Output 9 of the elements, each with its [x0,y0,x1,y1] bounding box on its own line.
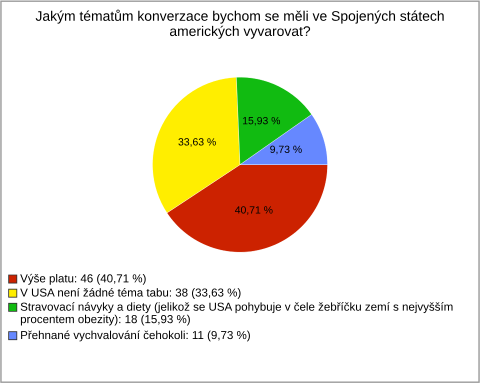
legend-label: Výše platu: 46 (40,71 %) [20,274,146,285]
chart-title: Jakým tématům konverzace bychom se měli ve Spojených státech amerických vyvarovat? [36,10,444,39]
data-label: 33,63 % [178,138,216,147]
legend-label: Přehnané vychvalování čehokoli: 11 (9,73 %) [21,330,250,342]
data-label: 40,71 % [234,206,273,215]
data-label: 15,93 % [243,116,280,126]
data-label: 9,73 % [270,146,302,154]
legend-label: V USA není žádné téma tabu: 38 (33,63 %) [20,288,241,299]
legend-label: Stravovací návyky a diety (jelikož se USA pohybuje v čele žebříčku zemí s nejvyšším procentem obezity): 18 (15,93 %) [20,302,453,326]
